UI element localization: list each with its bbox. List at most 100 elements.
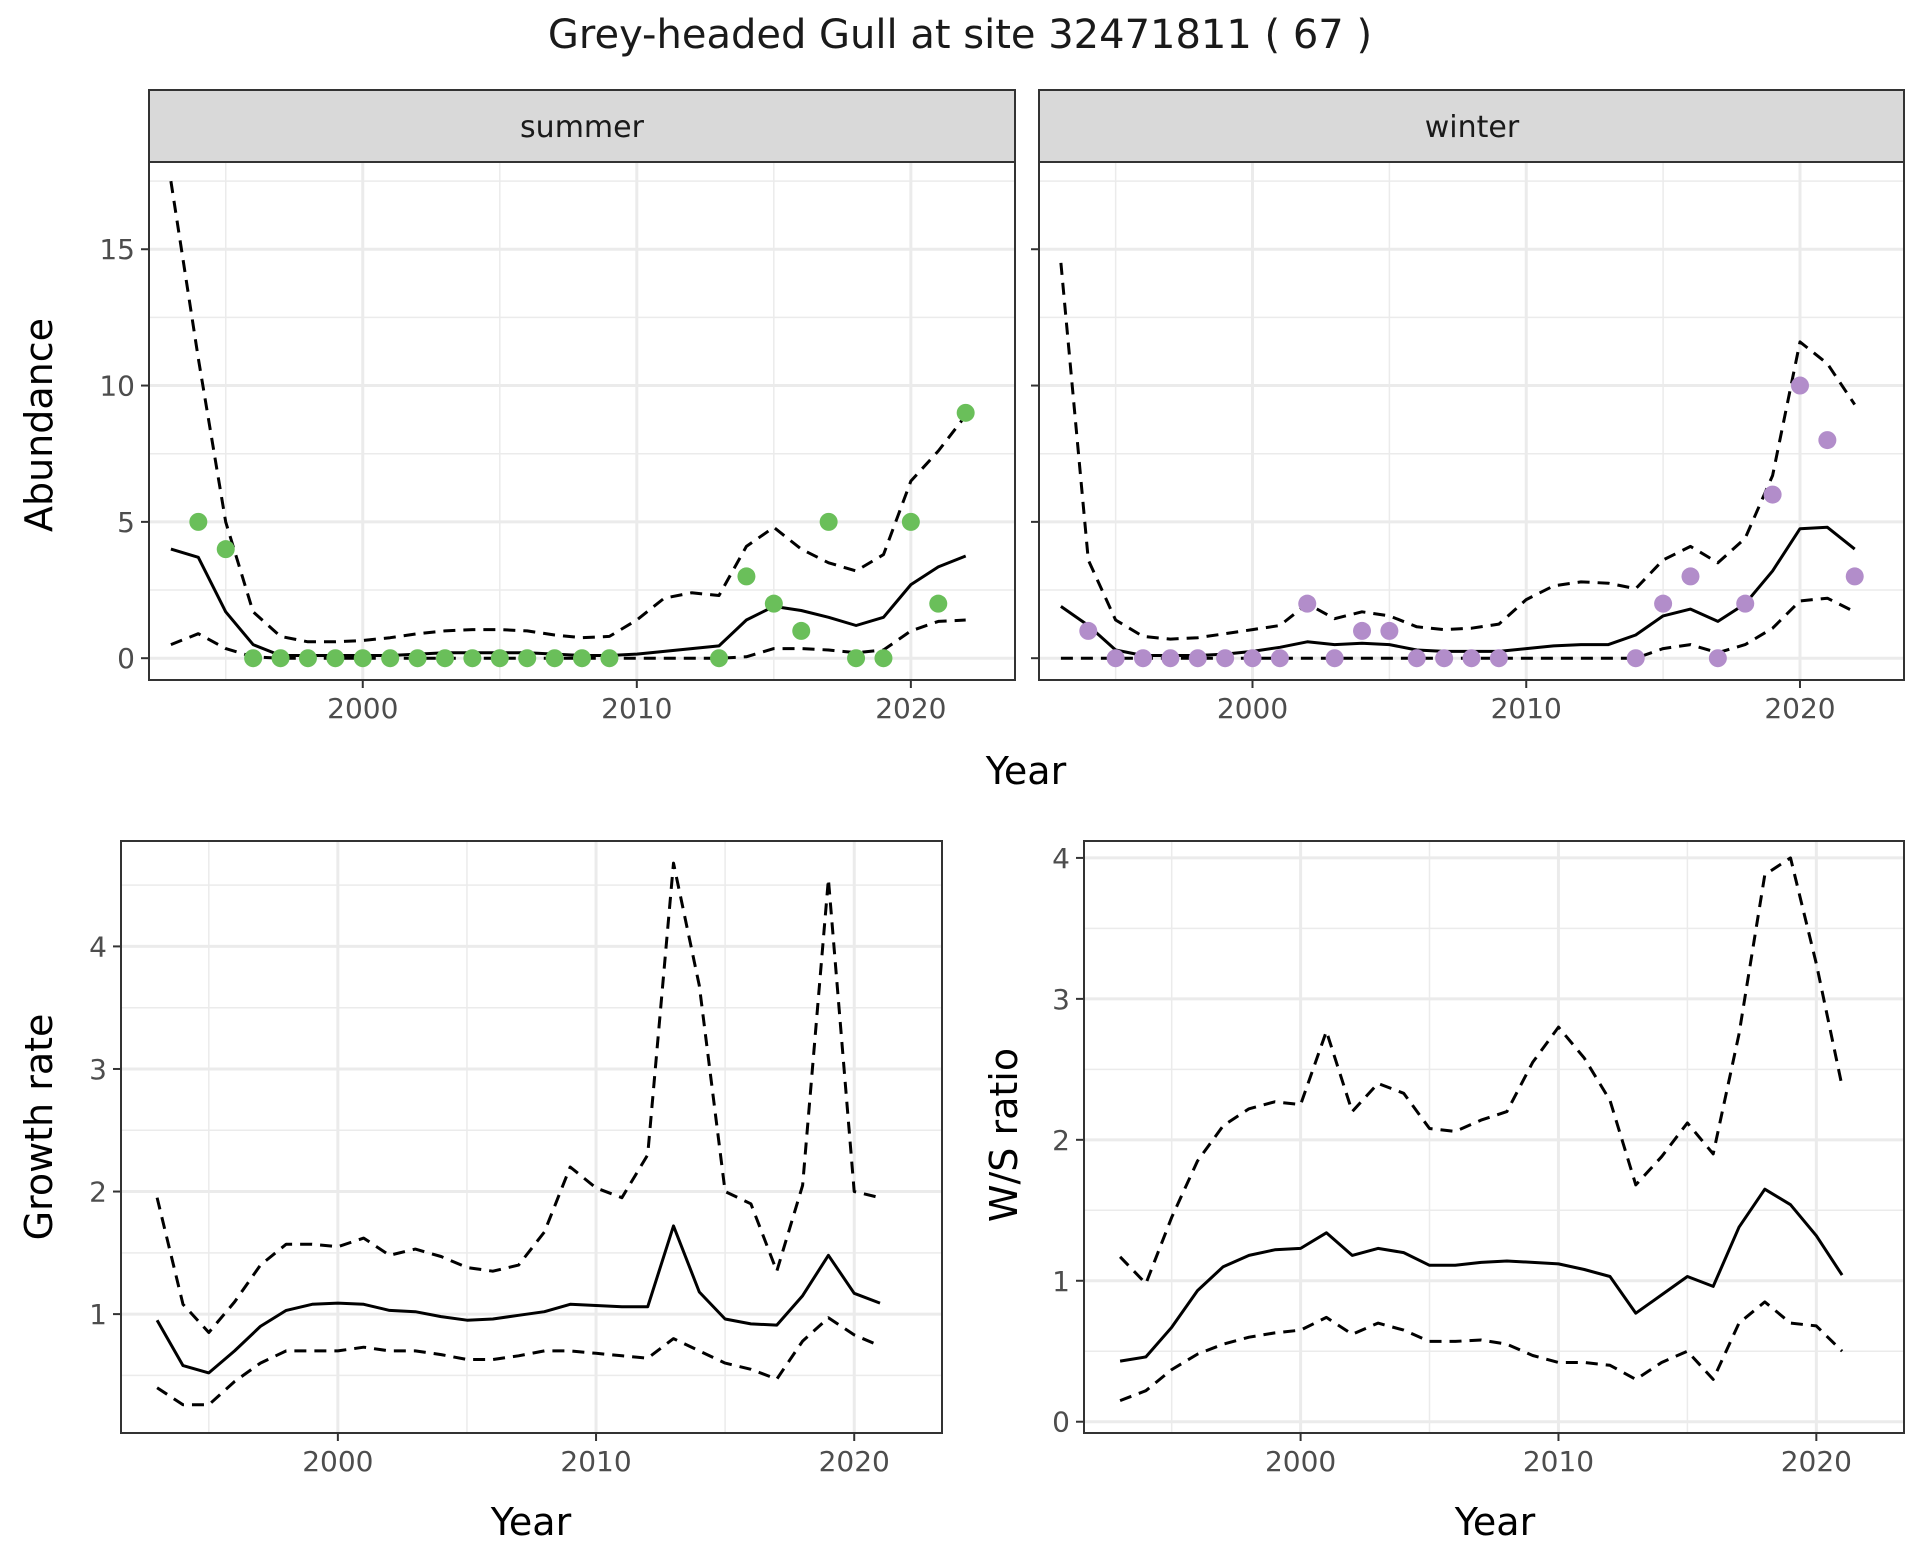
facet-label-winter: winter (1425, 110, 1520, 145)
facet-strip-summer (148, 89, 1016, 163)
summer-panel-border (148, 161, 1016, 681)
summer-observed-point (490, 649, 509, 668)
growth-panel-border (120, 840, 943, 1434)
chart-title: Grey-headed Gull at site 32471811 ( 67 ) (548, 12, 1372, 58)
summer-observed-point (381, 649, 400, 668)
winter-observed-point (1353, 621, 1372, 640)
summer-observed-point (792, 621, 811, 640)
winter-observed-point (1161, 649, 1180, 668)
summer-observed-point (298, 649, 317, 668)
winter-observed-point (1818, 431, 1837, 450)
summer-tick-label-y: 0 (117, 642, 135, 675)
winter-observed-point (1736, 594, 1755, 613)
summer-tick-label-y: 10 (99, 370, 135, 403)
winter-panel-border (1038, 161, 1905, 681)
ws-ylabel: W/S ratio (982, 1048, 1026, 1222)
facet-label-summer: summer (520, 110, 645, 145)
growth-tick-label-y: 1 (89, 1298, 107, 1331)
growth-xlabel: Year (490, 1500, 572, 1544)
winter-observed-point (1188, 649, 1207, 668)
summer-observed-point (929, 594, 948, 613)
winter-observed-point (1681, 567, 1700, 586)
winter-observed-point (1626, 649, 1645, 668)
growth-ylabel: Growth rate (17, 1014, 61, 1241)
ws-tick-label-y: 0 (1052, 1406, 1070, 1439)
summer-observed-point (710, 649, 729, 668)
ws-tick-label-y: 3 (1052, 983, 1070, 1016)
ws-tick-label-y: 1 (1052, 1265, 1070, 1298)
summer-observed-point (901, 512, 920, 531)
growth-tick-label-x: 2020 (819, 1445, 890, 1478)
summer-observed-point (518, 649, 537, 668)
growth-tick-label-x: 2010 (560, 1445, 631, 1478)
summer-observed-point (573, 649, 591, 668)
summer-observed-point (847, 649, 866, 668)
ws-estimate-line (1119, 1187, 1844, 1363)
winter-observed-point (1790, 376, 1809, 395)
winter-observed-point (1654, 594, 1673, 613)
top-xlabel: Year (985, 749, 1067, 793)
winter-observed-point (1845, 567, 1864, 586)
ws-interval-line (1119, 856, 1844, 1286)
ws-tick-label-x: 2010 (1523, 1445, 1594, 1478)
winter-observed-point (1216, 649, 1235, 668)
winter-observed-point (1134, 649, 1153, 668)
growth-interval-line (156, 1316, 881, 1407)
summer-observed-point (244, 649, 263, 668)
summer-interval-line (169, 180, 967, 644)
summer-observed-point (764, 594, 783, 613)
winter-observed-point (1489, 649, 1508, 668)
summer-observed-point (408, 649, 427, 668)
winter-observed-point (1298, 594, 1317, 613)
winter-observed-point (1435, 649, 1454, 668)
winter-tick-label-x: 2020 (1764, 692, 1835, 725)
ws-tick-label-x: 2000 (1265, 1445, 1336, 1478)
growth-tick-label-y: 2 (89, 1176, 107, 1209)
summer-tick-label-y: 5 (117, 506, 135, 539)
winter-observed-point (1325, 649, 1344, 668)
ws-xlabel: Year (1454, 1500, 1536, 1544)
winter-observed-point (1270, 649, 1289, 668)
winter-observed-point (1380, 621, 1399, 640)
growth-estimate-line (155, 1224, 881, 1375)
summer-observed-point (353, 649, 372, 668)
summer-tick-label-x: 2020 (875, 692, 946, 725)
summer-observed-point (463, 649, 482, 668)
summer-observed-point (435, 649, 454, 668)
growth-tick-label-x: 2000 (302, 1445, 373, 1478)
growth-tick-label-y: 3 (89, 1053, 107, 1086)
winter-tick-label-x: 2010 (1491, 692, 1562, 725)
summer-observed-point (956, 403, 975, 422)
winter-observed-point (1079, 621, 1098, 640)
growth-tick-label-y: 4 (89, 930, 107, 963)
facet-strip-winter (1038, 89, 1905, 163)
winter-tick-label-x: 2000 (1217, 692, 1288, 725)
ws-interval-line (1119, 1300, 1844, 1403)
winter-interval-line (1059, 262, 1856, 641)
summer-observed-point (189, 512, 208, 531)
panel-summer-abundance: 2000 2010 2020 0 5 10 15 (99, 161, 1016, 725)
winter-observed-point (1462, 649, 1481, 668)
ws-tick-label-x: 2020 (1781, 1445, 1852, 1478)
winter-observed-point (1407, 649, 1426, 668)
summer-tick-label-x: 2010 (601, 692, 672, 725)
summer-observed-point (737, 567, 756, 586)
summer-observed-point (216, 540, 235, 559)
panel-winter-abundance: 2000 2010 2020 (1031, 161, 1905, 725)
winter-observed-point (1106, 649, 1125, 668)
winter-observed-point (1243, 649, 1262, 668)
summer-observed-point (545, 649, 564, 668)
panel-ws-ratio: 2000 2010 2020 0 1 2 3 4 (1052, 840, 1905, 1478)
summer-tick-label-y: 15 (99, 233, 135, 266)
ws-panel-border (1083, 840, 1905, 1434)
summer-interval-line (170, 618, 966, 660)
summer-observed-point (326, 649, 345, 668)
summer-observed-point (819, 512, 838, 531)
growth-interval-line (155, 861, 881, 1334)
abundance-ylabel: Abundance (17, 318, 61, 532)
ws-tick-label-y: 4 (1052, 842, 1070, 875)
summer-observed-point (271, 649, 290, 668)
winter-observed-point (1763, 485, 1782, 504)
